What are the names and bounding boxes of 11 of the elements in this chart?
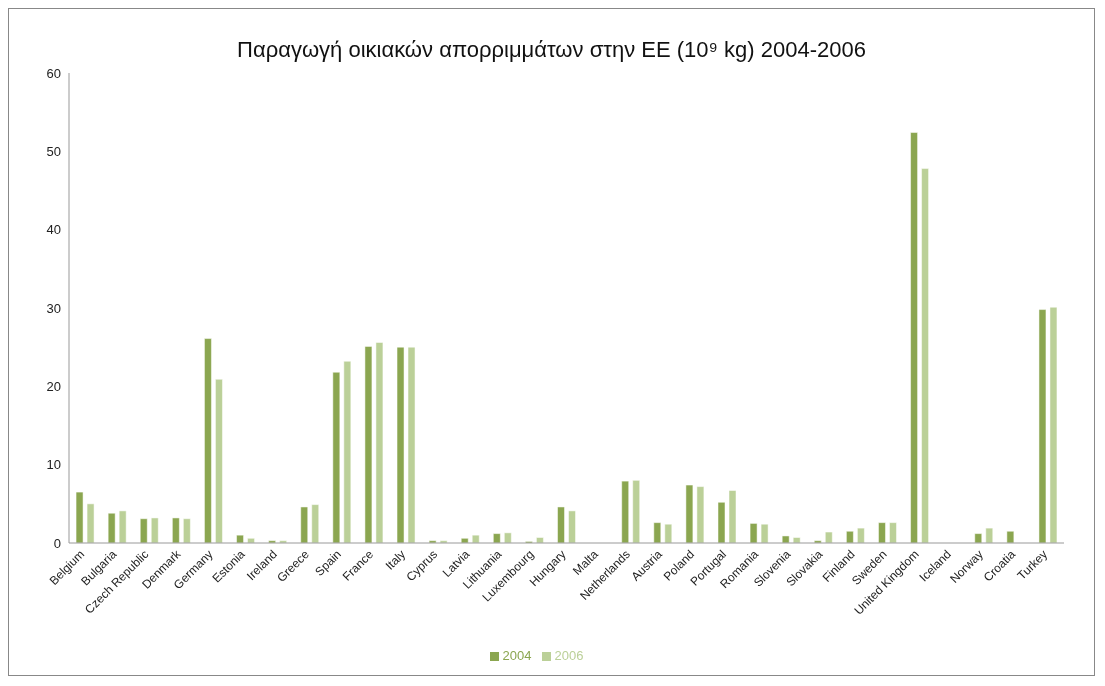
y-tick-label: 0: [53, 535, 61, 551]
legend-label: 2006: [554, 648, 584, 663]
y-tick-label: 30: [46, 300, 61, 316]
chart-title: Παραγωγή οικιακών απορριμμάτων στην ΕΕ (10⁹ kg) 2004-2006: [236, 37, 867, 63]
y-tick-label: 20: [46, 378, 61, 394]
y-tick-label: 10: [46, 457, 61, 473]
y-tick-label: 40: [46, 222, 61, 238]
x-tick-label: Italy: [382, 547, 409, 573]
legend-label: 2004: [502, 648, 532, 663]
y-tick-label: 60: [46, 65, 61, 81]
y-tick-label: 50: [46, 143, 61, 159]
